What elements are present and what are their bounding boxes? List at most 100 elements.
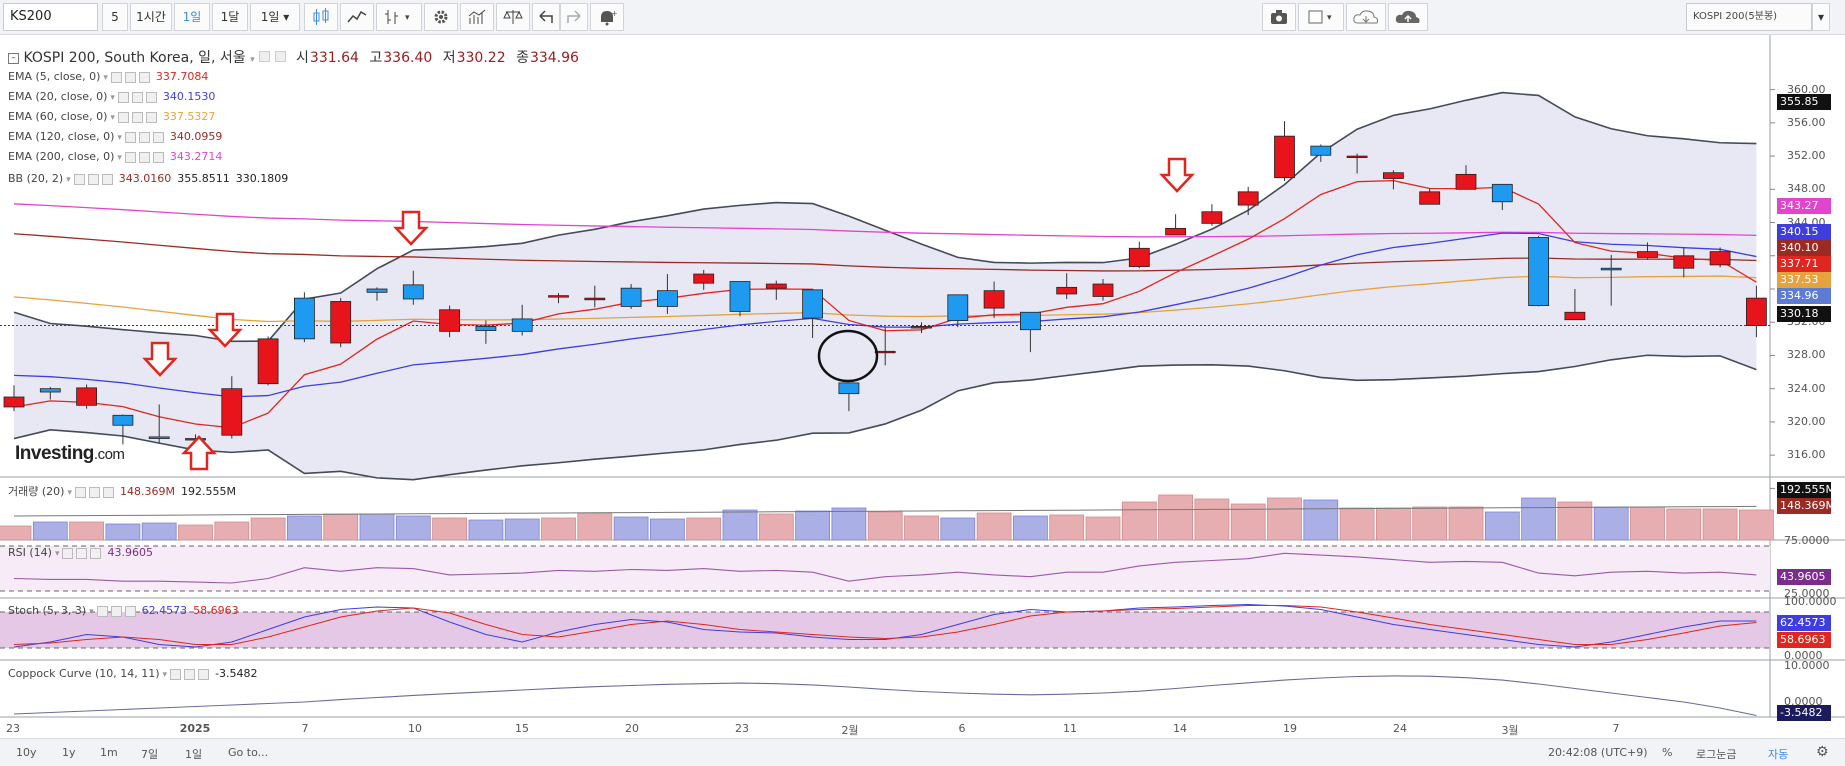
candle-body — [1165, 227, 1186, 236]
legend-rsi[interactable]: RSI (14) ▾ 43.9605 — [8, 545, 153, 561]
compare-button[interactable] — [496, 3, 530, 31]
color-picker-button[interactable]: ▾ — [1298, 3, 1344, 31]
range-1day-button[interactable]: 1일 — [185, 748, 203, 761]
dropdown-icon[interactable]: ▾ — [66, 175, 71, 185]
screenshot-button[interactable] — [1262, 3, 1296, 31]
price-tag-ema200: 343.27 — [1777, 198, 1831, 214]
cloud-save-button[interactable] — [1388, 3, 1428, 31]
range-7day-button[interactable]: 7일 — [141, 748, 159, 761]
instrument-dropdown[interactable]: ▾ — [1812, 3, 1830, 31]
log-scale-toggle[interactable]: 로그눈금 — [1696, 748, 1737, 761]
close-icon[interactable] — [138, 71, 150, 83]
volume-bar — [1521, 497, 1556, 541]
close-icon[interactable] — [124, 605, 136, 617]
indicators-button[interactable] — [460, 3, 494, 31]
dropdown-icon[interactable]: ▾ — [54, 549, 60, 559]
interval-dropdown[interactable]: 1일 ▾ — [250, 3, 300, 31]
close-icon[interactable] — [152, 151, 164, 163]
auto-scale-toggle[interactable]: 자동 — [1768, 748, 1789, 761]
eye-icon[interactable] — [117, 91, 129, 103]
range-1m-button[interactable]: 1m — [100, 746, 118, 759]
line-style-button[interactable] — [340, 3, 374, 31]
gear-icon[interactable] — [131, 91, 143, 103]
range-10y-button[interactable]: 10y — [16, 746, 37, 759]
goto-button[interactable]: Go to... — [228, 746, 269, 759]
close-icon[interactable] — [90, 547, 102, 559]
legend-ema200[interactable]: EMA (200, close, 0) ▾ 343.2714 — [8, 149, 222, 165]
gear-icon[interactable] — [131, 111, 143, 123]
gear-icon[interactable] — [184, 668, 196, 680]
interval-1hour-button[interactable]: 1시간 — [130, 3, 172, 31]
gear-icon[interactable] — [138, 131, 150, 143]
legend-ema120[interactable]: EMA (120, close, 0) ▾ 340.0959 — [8, 129, 222, 145]
eye-icon[interactable] — [124, 131, 136, 143]
dropdown-icon[interactable]: ▾ — [250, 55, 255, 65]
gear-icon[interactable] — [87, 173, 99, 185]
candle-body — [221, 388, 243, 436]
eye-icon[interactable] — [73, 173, 85, 185]
candle-style-button[interactable] — [304, 3, 338, 31]
legend-ema20[interactable]: EMA (20, close, 0) ▾ 340.1530 — [8, 89, 215, 105]
line-chart-icon — [347, 10, 367, 23]
alert-button[interactable]: + — [590, 3, 624, 31]
coppock-line — [13, 675, 1757, 717]
interval-1month-button[interactable]: 1달 — [212, 3, 248, 31]
interval-1day-button[interactable]: 1일 — [174, 3, 210, 31]
gear-icon[interactable] — [138, 151, 150, 163]
symbol-input[interactable]: KS200 — [3, 3, 98, 31]
legend-stoch[interactable]: Stoch (5, 3, 3) ▾ 62.4573 58.6963 — [8, 603, 239, 619]
dropdown-icon[interactable]: ▾ — [162, 670, 168, 680]
price-tag-ema60: 337.53 — [1777, 272, 1831, 288]
eye-icon[interactable] — [62, 547, 74, 559]
collapse-icon[interactable]: – — [8, 52, 19, 64]
eye-icon[interactable] — [96, 605, 108, 617]
dropdown-icon[interactable]: ▾ — [117, 133, 122, 143]
legend-volume[interactable]: 거래량 (20) ▾ 148.369M 192.555M — [8, 484, 236, 500]
chevron-down-icon: ▾ — [1817, 10, 1825, 24]
bar-style-button[interactable]: ▾ — [376, 3, 422, 31]
gear-icon[interactable] — [274, 51, 286, 62]
dropdown-icon[interactable]: ▾ — [103, 73, 108, 83]
gear-icon[interactable] — [124, 71, 136, 83]
interval-5-button[interactable]: 5 — [102, 3, 128, 31]
eye-icon[interactable] — [110, 71, 122, 83]
dropdown-icon[interactable]: ▾ — [117, 153, 122, 163]
legend-bb[interactable]: BB (20, 2) ▾ 343.0160 355.8511 330.1809 — [8, 171, 288, 187]
eye-icon[interactable] — [74, 486, 86, 498]
volume-bar — [904, 515, 939, 541]
legend-ema5[interactable]: EMA (5, close, 0) ▾ 337.7084 — [8, 69, 208, 85]
candle — [1128, 241, 1150, 269]
eye-icon[interactable] — [170, 668, 182, 680]
instrument-label: KOSPI 200(5분봉) — [1693, 11, 1778, 22]
gear-icon[interactable] — [110, 605, 122, 617]
close-icon[interactable] — [101, 173, 113, 185]
settings-button[interactable] — [424, 3, 458, 31]
undo-button[interactable] — [532, 3, 560, 31]
chart-canvas[interactable] — [0, 35, 1845, 738]
close-icon[interactable] — [102, 486, 114, 498]
close-icon[interactable] — [145, 91, 157, 103]
eye-icon[interactable] — [124, 151, 136, 163]
dropdown-icon[interactable]: ▾ — [110, 113, 115, 123]
volume-bar — [577, 512, 613, 541]
close-icon[interactable] — [152, 131, 164, 143]
close-icon[interactable] — [145, 111, 157, 123]
gear-icon[interactable]: ⚙ — [1816, 744, 1829, 760]
close-icon[interactable] — [198, 668, 210, 680]
candle-body — [1746, 297, 1767, 326]
redo-button[interactable] — [560, 3, 588, 31]
dropdown-icon[interactable]: ▾ — [89, 607, 94, 617]
eye-icon[interactable] — [117, 111, 129, 123]
instrument-select[interactable]: KOSPI 200(5분봉) — [1686, 3, 1812, 31]
legend-coppock[interactable]: Coppock Curve (10, 14, 11) ▾ -3.5482 — [8, 666, 258, 682]
cloud-load-button[interactable] — [1346, 3, 1386, 31]
legend-ema60[interactable]: EMA (60, close, 0) ▾ 337.5327 — [8, 109, 215, 125]
eye-icon[interactable] — [259, 51, 271, 62]
range-1y-button[interactable]: 1y — [62, 746, 76, 759]
gear-icon[interactable] — [76, 547, 88, 559]
candle — [439, 305, 461, 338]
dropdown-icon[interactable]: ▾ — [67, 488, 72, 498]
percent-toggle[interactable]: % — [1662, 746, 1673, 759]
dropdown-icon[interactable]: ▾ — [110, 93, 115, 103]
gear-icon[interactable] — [88, 486, 100, 498]
